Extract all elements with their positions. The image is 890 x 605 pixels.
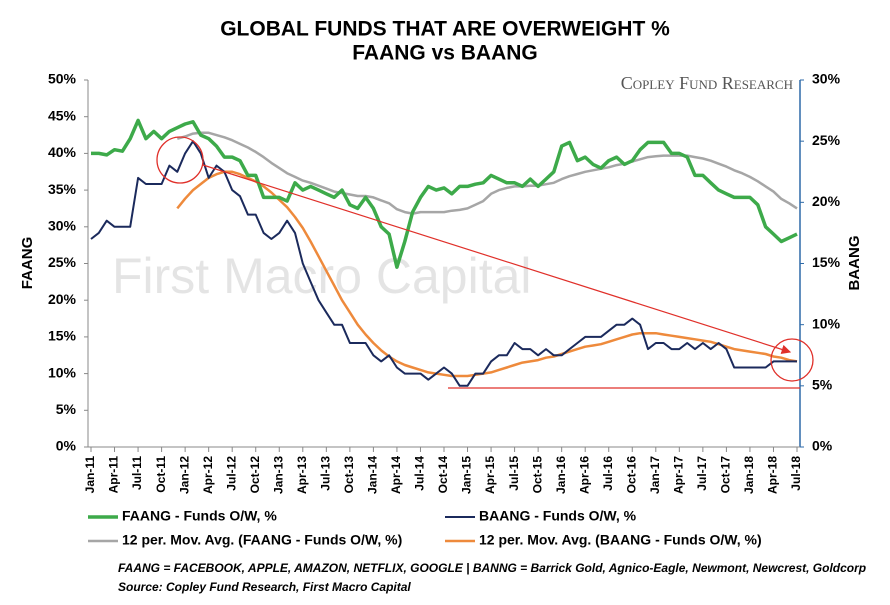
legend-label: BAANG - Funds O/W, % (479, 508, 637, 524)
y2-tick-label: 10% (812, 315, 841, 331)
y2-axis-title: BAANG (846, 236, 863, 291)
highlight-circle (156, 136, 204, 184)
x-tick-label: Jul-16 (601, 456, 615, 491)
x-tick-label: Apr-15 (483, 456, 497, 494)
y2-tick-label: 15% (812, 254, 841, 270)
x-tick-label: Jul-11 (130, 456, 144, 490)
x-tick-label: Apr-17 (672, 456, 686, 494)
x-tick-label: Jan-13 (271, 456, 285, 494)
x-tick-label: Jan-16 (554, 456, 568, 494)
y-tick-label: 10% (48, 364, 77, 380)
x-tick-label: Apr-18 (766, 456, 780, 494)
x-tick-label: Oct-12 (248, 456, 262, 494)
legend: FAANG - Funds O/W, % BAANG - Funds O/W, %… (88, 508, 762, 548)
x-tick-label: Apr-11 (107, 456, 121, 494)
legend-label: FAANG - Funds O/W, % (122, 508, 277, 524)
chart-title: GLOBAL FUNDS THAT ARE OVERWEIGHT % (220, 18, 670, 41)
footnote: FAANG = FACEBOOK, APPLE, AMAZON, NETFLIX… (118, 561, 866, 575)
data-line (90, 140, 797, 387)
x-tick-label: Apr-12 (201, 456, 215, 494)
x-tick-label: Oct-14 (436, 456, 450, 494)
chart-subtitle: FAANG vs BAANG (352, 42, 538, 65)
highlight-circle (770, 338, 814, 382)
data-line (176, 131, 798, 215)
x-tick-label: Jul-18 (789, 456, 803, 491)
y-tick-label: 50% (48, 71, 77, 87)
y-tick-label: 20% (48, 291, 77, 307)
x-tick-label: Jul-17 (695, 456, 709, 491)
x-tick-label: Jan-17 (648, 456, 662, 494)
x-tick-label: Jul-15 (507, 456, 521, 491)
x-tick-label: Jul-14 (413, 456, 427, 491)
x-tick-label: Apr-16 (577, 456, 591, 494)
x-tick-label: Apr-14 (389, 456, 403, 494)
x-tick-label: Jul-12 (224, 456, 238, 491)
y2-tick-label: 25% (812, 132, 841, 148)
x-tick-label: Oct-11 (154, 456, 168, 493)
x-tick-label: Jan-11 (83, 456, 97, 494)
annotations (156, 136, 814, 389)
y2-tick-label: 30% (812, 71, 841, 87)
y2-tick-label: 5% (812, 377, 833, 393)
footnote: Source: Copley Fund Research, First Macr… (118, 580, 411, 594)
y-tick-label: 25% (48, 254, 77, 270)
y2-tick-label: 20% (812, 193, 841, 209)
brand: Copley Fund Research (621, 73, 793, 93)
x-tick-label: Jan-12 (177, 456, 191, 494)
legend-label: 12 per. Mov. Avg. (FAANG - Funds O/W, %) (122, 532, 402, 548)
legend-label: 12 per. Mov. Avg. (BAANG - Funds O/W, %) (479, 532, 762, 548)
x-tick-label: Apr-13 (295, 456, 309, 494)
x-tick-label: Jan-14 (366, 456, 380, 494)
plot-area (90, 118, 798, 387)
y-tick-label: 35% (48, 181, 77, 197)
y-tick-label: 0% (56, 438, 77, 454)
y-tick-label: 45% (48, 107, 77, 123)
y-axis-title: FAANG (19, 237, 36, 290)
y-tick-label: 40% (48, 144, 77, 160)
x-tick-label: Oct-17 (719, 456, 733, 494)
x-tick-label: Oct-13 (342, 456, 356, 494)
y-tick-label: 15% (48, 328, 77, 344)
watermark: First Macro Capital (112, 248, 532, 304)
x-tick-label: Oct-15 (530, 456, 544, 494)
x-tick-label: Jan-15 (460, 456, 474, 494)
y-tick-label: 5% (56, 401, 77, 417)
trend-arrow (202, 164, 792, 355)
x-tick-label: Jan-18 (742, 456, 756, 494)
data-line (91, 118, 798, 269)
y-tick-label: 30% (48, 218, 77, 234)
y2-tick-label: 0% (812, 438, 833, 454)
data-line (176, 170, 798, 378)
x-tick-label: Oct-16 (624, 456, 638, 494)
x-tick-label: Jul-13 (319, 456, 333, 491)
